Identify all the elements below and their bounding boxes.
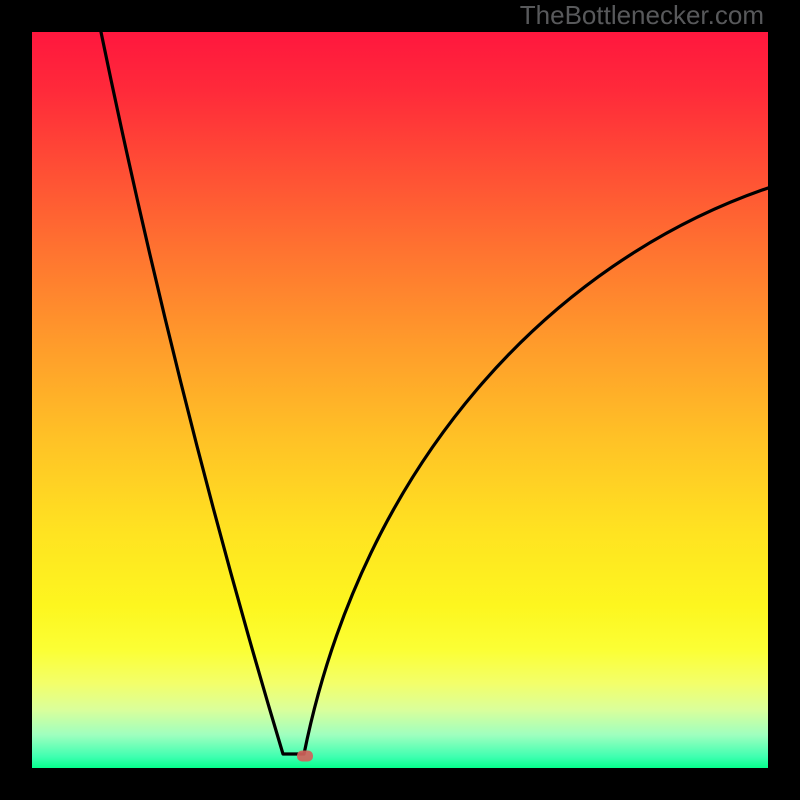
watermark-text: TheBottlenecker.com	[520, 0, 764, 31]
border-left	[0, 0, 32, 800]
border-right	[768, 0, 800, 800]
chart-background	[32, 32, 768, 768]
valley-marker-icon	[297, 751, 313, 762]
chart-frame: TheBottlenecker.com	[0, 0, 800, 800]
chart-svg	[32, 32, 768, 768]
border-bottom	[0, 768, 800, 800]
plot-area	[32, 32, 768, 768]
